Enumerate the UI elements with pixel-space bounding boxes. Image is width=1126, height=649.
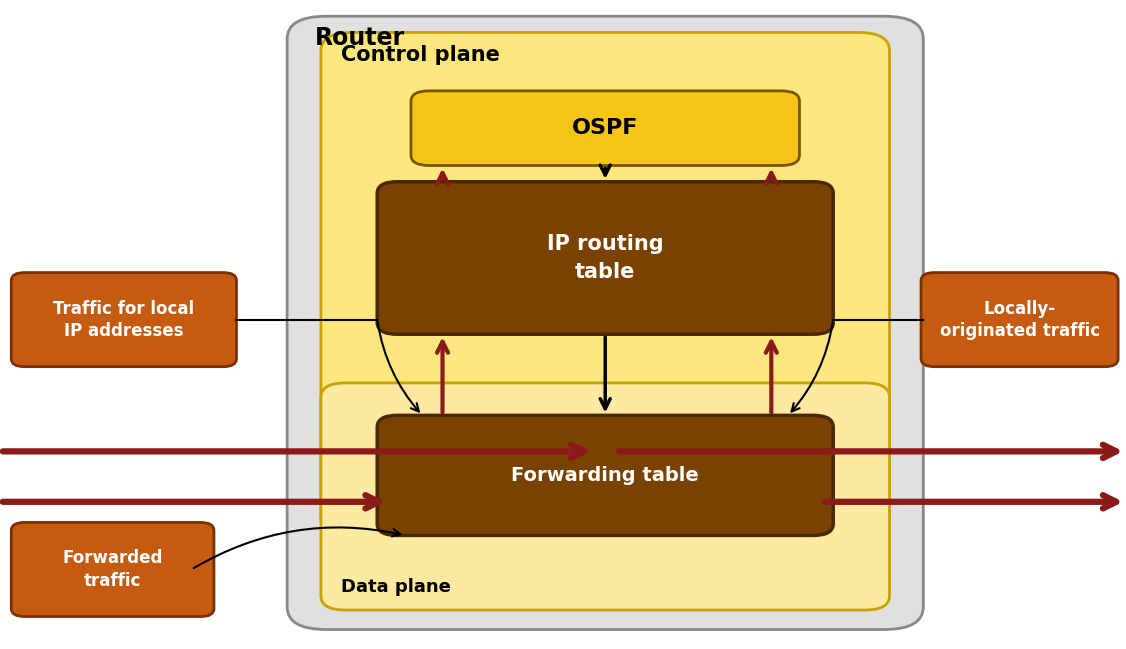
Text: Forwarding table: Forwarding table [511, 466, 699, 485]
FancyBboxPatch shape [377, 415, 833, 535]
Text: OSPF: OSPF [572, 118, 638, 138]
FancyBboxPatch shape [411, 91, 799, 165]
FancyBboxPatch shape [11, 273, 236, 367]
FancyBboxPatch shape [921, 273, 1118, 367]
FancyBboxPatch shape [321, 32, 890, 535]
Text: Locally-
originated traffic: Locally- originated traffic [939, 300, 1100, 339]
FancyBboxPatch shape [377, 182, 833, 334]
Text: Data plane: Data plane [341, 578, 452, 596]
FancyBboxPatch shape [321, 383, 890, 610]
Text: Traffic for local
IP addresses: Traffic for local IP addresses [53, 300, 195, 339]
Text: Forwarded
traffic: Forwarded traffic [62, 550, 163, 589]
FancyBboxPatch shape [11, 522, 214, 617]
FancyBboxPatch shape [287, 16, 923, 630]
Text: Control plane: Control plane [341, 45, 500, 66]
Text: Router: Router [315, 26, 405, 50]
Text: IP routing
table: IP routing table [547, 234, 663, 282]
